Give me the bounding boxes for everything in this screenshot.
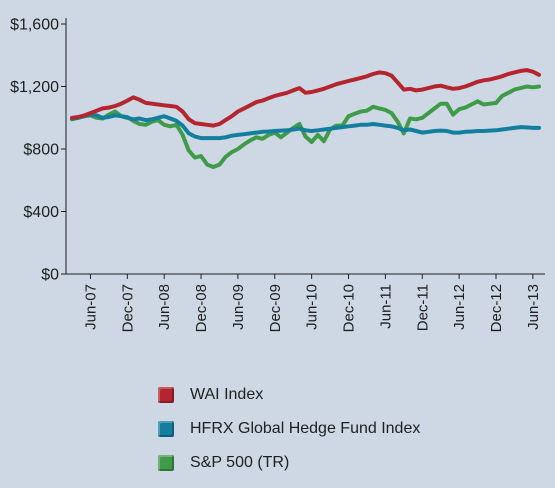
sp500-legend-swatch: [158, 455, 174, 471]
x-tick-label: Dec-10: [341, 284, 358, 332]
x-tick-label: Jun-09: [230, 284, 247, 330]
legend-label: S&P 500 (TR): [190, 454, 290, 471]
y-tick-label: $0: [41, 267, 59, 284]
series-line-wai-index: [70, 68, 541, 128]
series-line-hfrx-global-hedge-fund-index: [70, 112, 541, 141]
legend-label: HFRX Global Hedge Fund Index: [190, 420, 421, 437]
x-tick-label: Jun-08: [156, 284, 173, 330]
legend: WAI Index HFRX Global Hedge Fund Index S…: [158, 378, 420, 480]
x-tick-label: Jun-07: [82, 284, 99, 330]
series-lines: [70, 68, 541, 169]
x-tick-label: Jun-11: [377, 284, 394, 329]
y-tick-label: $800: [23, 142, 59, 159]
series-line-s-p-500-tr: [70, 84, 541, 169]
y-axis: $0 $400 $800 $1,200 $1,600: [10, 17, 67, 284]
x-tick-label: Dec-08: [193, 284, 210, 332]
legend-label: WAI Index: [190, 386, 264, 403]
x-tick-label: Dec-09: [267, 284, 284, 332]
x-tick-label: Jun-10: [304, 284, 321, 330]
x-tick-label: Jun-12: [451, 284, 468, 330]
hfrx-legend-swatch: [158, 421, 174, 437]
legend-item-wai: WAI Index: [158, 378, 420, 412]
x-tick-label: Jun-13: [525, 284, 542, 330]
y-tick-label: $400: [23, 204, 59, 221]
x-tick-label: Dec-11: [414, 284, 431, 331]
x-tick-label: Dec-07: [119, 284, 136, 332]
wai-legend-swatch: [158, 387, 174, 403]
y-tick-label: $1,200: [10, 79, 59, 96]
legend-item-hfrx: HFRX Global Hedge Fund Index: [158, 412, 420, 446]
y-tick-label: $1,600: [10, 17, 59, 34]
legend-item-sp500: S&P 500 (TR): [158, 446, 420, 480]
x-tick-label: Dec-12: [488, 284, 505, 332]
x-axis: Jun-07 Dec-07 Jun-08 Dec-08 Jun-09 Dec-09 Jun-…: [66, 273, 545, 332]
